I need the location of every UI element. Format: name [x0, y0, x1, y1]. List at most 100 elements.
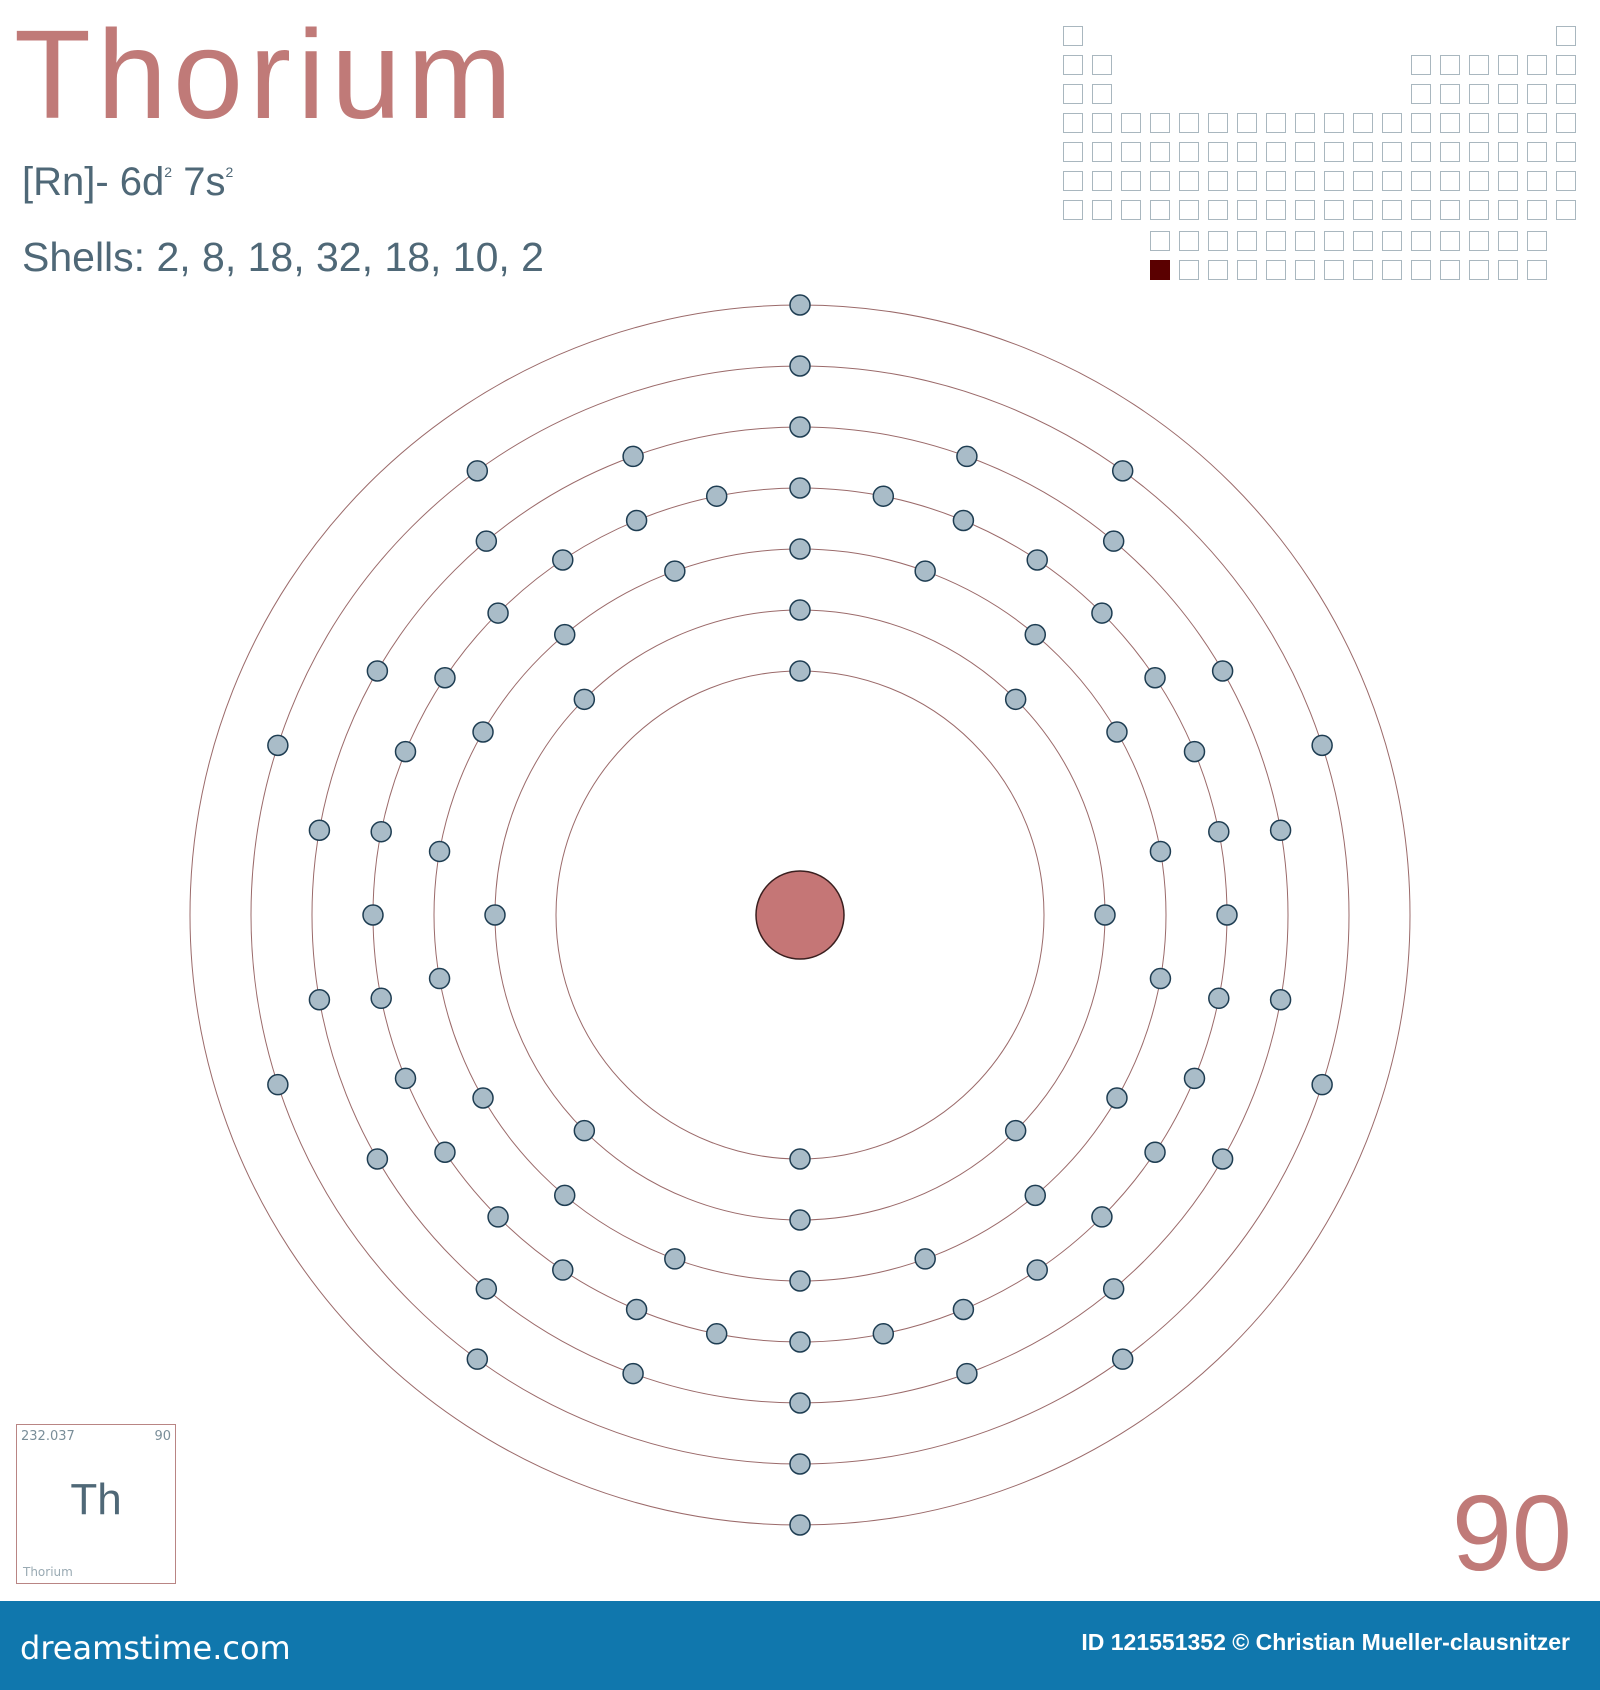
electron — [872, 485, 895, 507]
electron — [434, 667, 456, 689]
electron — [552, 549, 574, 571]
electron — [1004, 1119, 1027, 1142]
periodic-cell — [1556, 26, 1576, 46]
electron — [664, 1248, 686, 1270]
electron — [705, 1323, 728, 1345]
config-prefix: [Rn]- 6d — [22, 160, 165, 204]
electron — [1183, 1067, 1206, 1090]
electron — [789, 1209, 811, 1231]
electron — [1311, 1073, 1333, 1096]
periodic-cell — [1556, 113, 1576, 133]
electron — [956, 445, 978, 468]
electron-configuration: [Rn]- 6d2 7s2 — [22, 160, 233, 205]
periodic-cell — [1440, 55, 1460, 75]
periodic-cell — [1063, 171, 1083, 191]
periodic-cell — [1556, 200, 1576, 220]
electron — [366, 1148, 389, 1170]
periodic-cell — [1469, 142, 1489, 162]
electron — [789, 1331, 811, 1353]
periodic-cell — [1527, 200, 1547, 220]
electron — [1094, 904, 1116, 926]
periodic-cell — [1324, 142, 1344, 162]
electron — [1216, 904, 1238, 926]
electron — [789, 1270, 811, 1292]
electron — [1024, 623, 1047, 646]
config-sup-d: 2 — [164, 164, 173, 180]
electron — [622, 445, 644, 468]
periodic-cell — [1063, 26, 1083, 46]
periodic-cell — [1179, 142, 1199, 162]
periodic-cell — [1353, 231, 1373, 251]
electron — [1102, 1278, 1125, 1300]
periodic-cell-highlighted — [1150, 260, 1170, 280]
periodic-cell — [1150, 171, 1170, 191]
electron — [1183, 740, 1206, 763]
electron — [1144, 1141, 1166, 1163]
periodic-cell — [1382, 142, 1402, 162]
periodic-cell — [1440, 113, 1460, 133]
periodic-cell — [1527, 113, 1547, 133]
periodic-cell — [1469, 171, 1489, 191]
periodic-cell — [1324, 231, 1344, 251]
electron — [573, 688, 596, 711]
electron — [466, 1348, 489, 1370]
periodic-cell — [1498, 55, 1518, 75]
periodic-cell — [1179, 171, 1199, 191]
periodic-cell — [1411, 231, 1431, 251]
electron — [472, 721, 494, 743]
periodic-cell — [1353, 171, 1373, 191]
electron — [553, 1184, 576, 1207]
electron — [1091, 1206, 1113, 1228]
card-element-name: Thorium — [23, 1565, 73, 1579]
periodic-cell — [1527, 55, 1547, 75]
electron — [1311, 734, 1333, 757]
periodic-cell — [1208, 231, 1228, 251]
electron — [789, 355, 811, 377]
periodic-cell — [1150, 200, 1170, 220]
periodic-cell — [1382, 113, 1402, 133]
electron — [1102, 530, 1125, 552]
periodic-cell — [1063, 84, 1083, 104]
periodic-cell — [1092, 84, 1112, 104]
periodic-cell — [1295, 200, 1315, 220]
periodic-cell — [1121, 200, 1141, 220]
periodic-cell — [1411, 171, 1431, 191]
periodic-cell — [1440, 260, 1460, 280]
periodic-cell — [1150, 113, 1170, 133]
periodic-cell — [1208, 142, 1228, 162]
electron — [1106, 1087, 1128, 1109]
electron — [267, 1073, 289, 1096]
periodic-cell — [1469, 113, 1489, 133]
electron — [1091, 602, 1113, 624]
periodic-table-mini — [0, 0, 1600, 300]
periodic-cell — [1469, 260, 1489, 280]
nucleus — [755, 870, 845, 960]
periodic-cell — [1498, 260, 1518, 280]
periodic-cell — [1208, 260, 1228, 280]
periodic-cell — [1440, 231, 1460, 251]
periodic-cell — [1266, 171, 1286, 191]
electron — [872, 1323, 895, 1345]
periodic-cell — [1382, 260, 1402, 280]
atomic-mass: 232.037 — [21, 1429, 75, 1444]
periodic-cell — [1498, 142, 1518, 162]
card-atomic-number: 90 — [154, 1429, 171, 1444]
electron — [1026, 549, 1048, 571]
electron — [789, 1392, 811, 1414]
electron — [394, 1067, 417, 1090]
periodic-cell — [1266, 231, 1286, 251]
image-credit: ID 121551352 © Christian Mueller-clausni… — [1081, 1629, 1570, 1655]
electron — [553, 623, 576, 646]
periodic-cell — [1063, 113, 1083, 133]
brand-logo[interactable]: dreamstime.com — [20, 1629, 291, 1667]
periodic-cell — [1469, 231, 1489, 251]
electron — [1024, 1184, 1047, 1207]
periodic-cell — [1440, 171, 1460, 191]
periodic-cell — [1382, 231, 1402, 251]
element-symbol: Th — [70, 1475, 122, 1524]
periodic-cell — [1469, 200, 1489, 220]
periodic-cell — [1527, 142, 1547, 162]
periodic-cell — [1237, 231, 1257, 251]
periodic-cell — [1440, 142, 1460, 162]
periodic-cell — [1179, 260, 1199, 280]
